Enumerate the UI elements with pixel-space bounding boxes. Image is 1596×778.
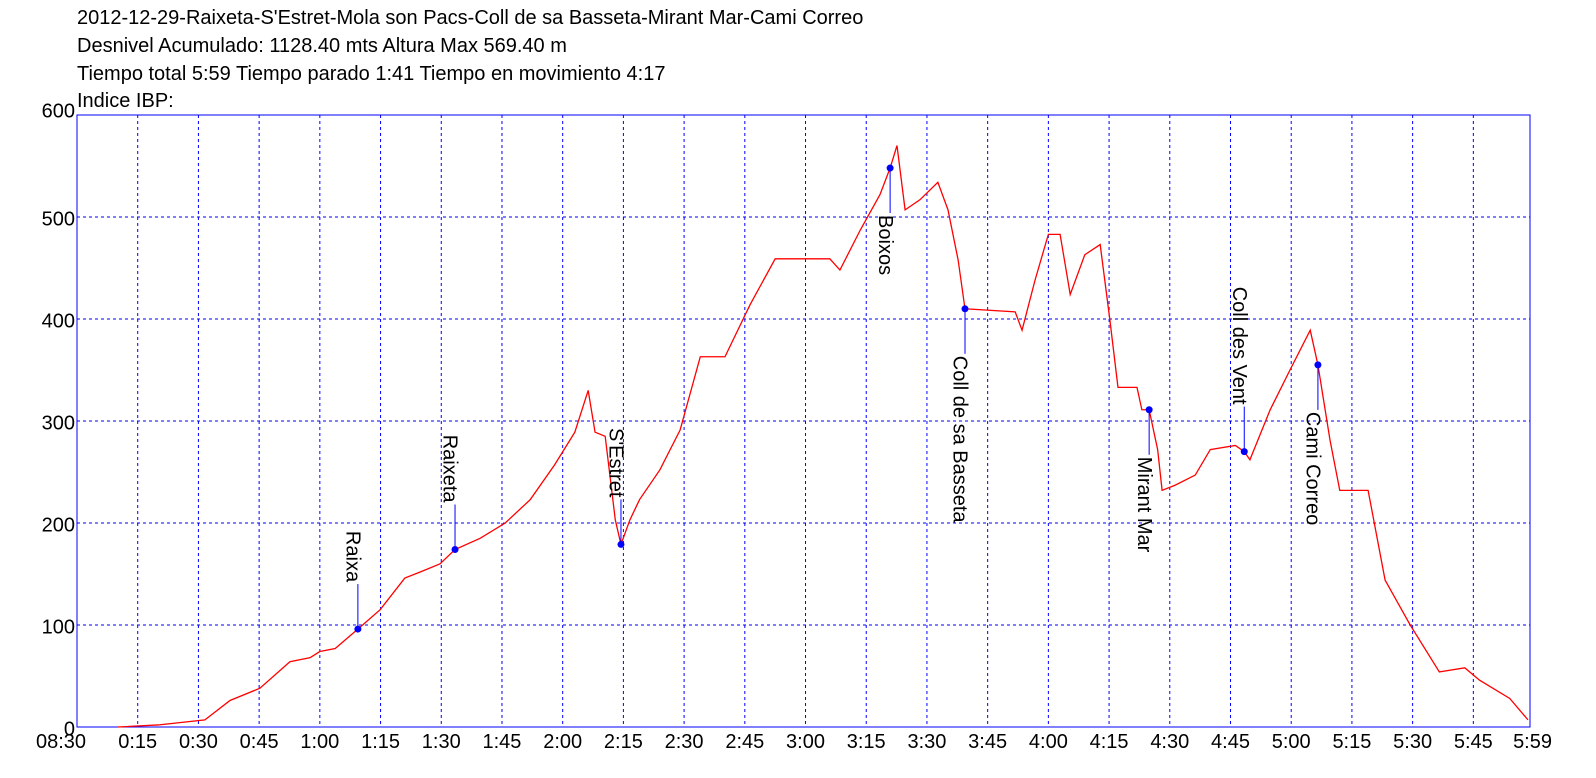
y-tick-label: 600 — [42, 100, 75, 122]
x-tick-label: 4:00 — [1029, 731, 1068, 753]
subtitle: Tiempo total 5:59 Tiempo parado 1:41 Tie… — [77, 63, 666, 85]
x-tick-label: 2:15 — [604, 731, 643, 753]
waypoint-label: S'Estret — [605, 428, 627, 498]
waypoint-label: Raixa — [342, 531, 364, 583]
waypoint — [354, 625, 362, 633]
waypoint — [1240, 448, 1248, 456]
x-tick-label: 5:45 — [1454, 731, 1493, 753]
x-tick-label: 3:15 — [847, 731, 886, 753]
waypoint-label: Coll de sa Basseta — [949, 356, 971, 524]
x-tick-label: 3:30 — [907, 731, 946, 753]
y-tick-label: 300 — [42, 412, 75, 434]
y-tick-label: 0 — [64, 718, 75, 740]
x-tick-label: 5:59 — [1513, 731, 1552, 753]
x-tick-label: 5:00 — [1272, 731, 1311, 753]
x-tick-label: 2:30 — [665, 731, 704, 753]
y-tick-label: 100 — [42, 616, 75, 638]
x-tick-label: 1:45 — [483, 731, 522, 753]
x-tick-label: 0:45 — [240, 731, 279, 753]
waypoint-label: Coll des Vent — [1228, 287, 1250, 405]
waypoint-label: Cami Correo — [1302, 412, 1324, 525]
waypoint — [1314, 361, 1322, 369]
waypoint — [886, 164, 894, 172]
x-tick-label: 4:45 — [1211, 731, 1250, 753]
x-tick-label: 1:00 — [300, 731, 339, 753]
waypoint — [1145, 406, 1153, 414]
y-tick-label: 400 — [42, 310, 75, 332]
waypoint — [451, 546, 459, 554]
x-tick-label: 5:15 — [1332, 731, 1371, 753]
profile-line — [117, 145, 1529, 728]
chart-title: 2012-12-29-Raixeta-S'Estret-Mola son Pac… — [77, 7, 863, 29]
y-tick-label: 200 — [42, 514, 75, 536]
x-tick-label: 2:45 — [725, 731, 764, 753]
x-tick-label: 4:30 — [1150, 731, 1189, 753]
waypoint-label: Raixeta — [439, 435, 461, 504]
y-tick-label: 500 — [42, 208, 75, 230]
x-tick-label: 0:15 — [118, 731, 157, 753]
x-tick-label: 08:30 — [36, 731, 86, 753]
x-tick-label: 1:30 — [422, 731, 461, 753]
x-tick-label: 5:30 — [1393, 731, 1432, 753]
x-tick-label: 4:15 — [1090, 731, 1129, 753]
plot-border — [76, 114, 1531, 728]
waypoint-label: Mirant Mar — [1133, 457, 1155, 553]
waypoint — [617, 540, 625, 548]
x-tick-label: 0:30 — [179, 731, 218, 753]
x-tick-label: 1:15 — [361, 731, 400, 753]
waypoint-label: Boixos — [874, 215, 896, 275]
x-tick-label: 3:45 — [968, 731, 1007, 753]
x-tick-label: 2:00 — [543, 731, 582, 753]
waypoint — [961, 305, 969, 313]
subtitle: Desnivel Acumulado: 1128.40 mts Altura M… — [77, 35, 567, 57]
x-tick-label: 3:00 — [786, 731, 825, 753]
subtitle: Indice IBP: — [77, 90, 174, 112]
